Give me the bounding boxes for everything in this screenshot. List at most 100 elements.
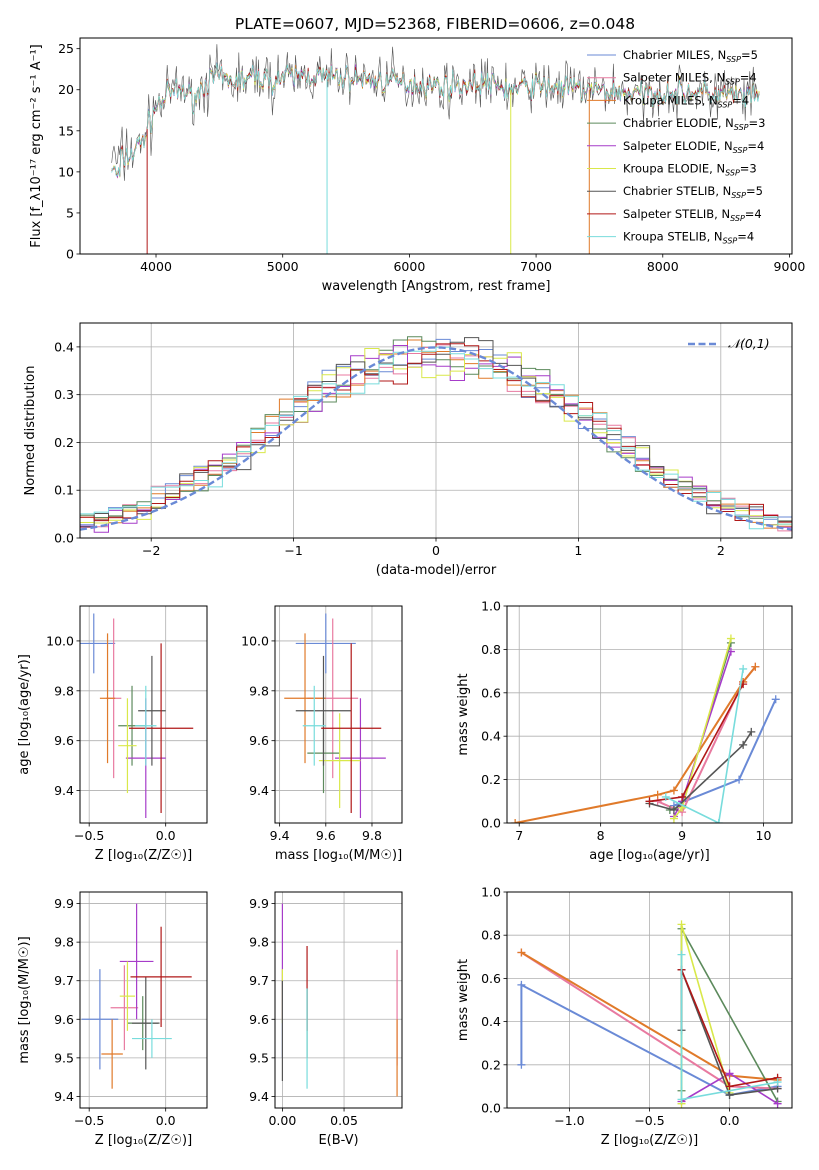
weight-vs-age-ytick-label: 0.4 (481, 729, 501, 744)
mass-vs-z-ytick-label: 9.7 (54, 973, 74, 988)
normal-reference-curve (80, 346, 792, 531)
age-vs-mass-xlabel: mass [log₁₀(M/M☉)] (275, 848, 402, 863)
weight-vs-age-xtick-label: 7 (515, 828, 523, 843)
panel-weight-vs-z: −1.0 −0.5 0.0 0.0 0.2 0.4 0.6 0.8 1.0 Z [log₁₀(Z/… (456, 885, 793, 1148)
weight-vs-age-marker (771, 695, 780, 704)
weight-vs-age-ytick-label: 0.8 (481, 642, 501, 657)
age-vs-mass-ytick-label: 10.0 (241, 633, 269, 648)
weight-vs-z-frame (506, 891, 793, 1109)
residuals-plot-area (80, 323, 792, 538)
histogram-series-9 (80, 346, 792, 530)
legend-entry-5: Salpeter ELODIE, NSSP=4 (623, 139, 764, 155)
residuals-xlabel: (data-model)/error (376, 563, 497, 578)
weight-vs-age-marker (714, 819, 723, 823)
residuals-xtick-label: 2 (717, 543, 725, 558)
legend-entry-2: Salpeter MILES, NSSP=4 (623, 71, 757, 87)
spectrum-frame (79, 37, 793, 255)
legend-entry-8: Salpeter STELIB, NSSP=4 (623, 207, 762, 223)
weight-vs-z-marker (773, 1078, 782, 1087)
weight-vs-age-xtick-label: 9 (678, 828, 686, 843)
mass-vs-z-ytick-label: 9.5 (54, 1050, 74, 1065)
mass-vs-z-ytick-label: 9.9 (54, 896, 74, 911)
age-vs-mass-frame (274, 605, 403, 824)
spectrum-legend: Chabrier MILES, NSSP=5 Salpeter MILES, NS… (587, 48, 765, 246)
weight-vs-age-marker (511, 819, 520, 823)
weight-vs-age-ytick-label: 1.0 (481, 599, 501, 614)
weight-vs-z-xtick-label: −0.5 (634, 1113, 664, 1128)
mass-vs-z-ytick-label: 9.4 (54, 1089, 74, 1104)
age-vs-z-ytick-label: 9.6 (54, 733, 74, 748)
spectrum-xtick-label: 7000 (520, 259, 552, 274)
weight-vs-z-marker (517, 948, 526, 957)
weight-vs-age-series-9 (665, 668, 744, 823)
residuals-ytick-label: 0.3 (54, 387, 74, 402)
age-vs-z-frame (79, 605, 208, 824)
weight-vs-z-ytick-label: 0.2 (481, 1057, 501, 1072)
mass-vs-ebv-ytick-label: 9.6 (249, 1012, 269, 1027)
spectrum-ytick-label: 20 (58, 82, 74, 97)
legend-entry-7: Chabrier STELIB, NSSP=5 (623, 184, 763, 200)
age-vs-mass-ytick-label: 9.8 (249, 683, 269, 698)
residuals-ytick-label: 0.1 (54, 483, 74, 498)
weight-vs-age-marker (661, 792, 670, 801)
age-vs-z-ytick-label: 9.8 (54, 683, 74, 698)
weight-vs-z-marker (773, 1099, 782, 1108)
age-vs-z-ytick-label: 10.0 (46, 633, 74, 648)
residuals-xtick-label: 0 (432, 543, 440, 558)
mass-vs-ebv-ytick-label: 9.8 (249, 935, 269, 950)
weight-vs-age-marker (735, 775, 744, 784)
weight-vs-z-ytick-label: 0.0 (481, 1101, 501, 1116)
weight-vs-age-ylabel: mass weight (456, 673, 471, 755)
mass-vs-ebv-xlabel: E(B-V) (318, 1133, 358, 1148)
mass-vs-z-ylabel: mass [log₁₀(M/M☉)] (17, 936, 32, 1063)
mass-vs-ebv-ytick-label: 9.7 (249, 973, 269, 988)
spectrum-ylabel: Flux [f_λ10⁻¹⁷ erg cm⁻² s⁻¹ A⁻¹] (29, 44, 44, 248)
spectrum-ytick-label: 5 (66, 205, 74, 220)
legend-entry-6: Kroupa ELODIE, NSSP=3 (623, 162, 757, 178)
weight-vs-age-marker (669, 805, 678, 814)
weight-vs-age-frame (506, 605, 793, 824)
weight-vs-age-marker (726, 634, 735, 643)
weight-vs-z-ytick-label: 0.6 (481, 971, 501, 986)
age-vs-mass-xtick-label: 9.4 (270, 828, 290, 843)
spectrum-xtick-label: 8000 (647, 259, 679, 274)
spectrum-ytick-label: 0 (66, 247, 74, 262)
weight-vs-age-plot-area (507, 606, 792, 823)
weight-vs-age-ytick-label: 0.6 (481, 685, 501, 700)
spectrum-plot-area (111, 44, 760, 254)
age-vs-z-xtick-label: −0.5 (74, 828, 104, 843)
histogram-series-7 (80, 337, 792, 528)
weight-vs-age-marker (739, 664, 748, 673)
mass-vs-ebv-ytick-label: 9.9 (249, 896, 269, 911)
age-vs-z-xtick-label: 0.0 (156, 828, 176, 843)
spectrum-ytick-label: 15 (58, 123, 74, 138)
weight-vs-age-series-7 (649, 731, 752, 811)
weight-vs-z-marker (677, 1095, 686, 1104)
weight-vs-z-ytick-label: 0.4 (481, 1014, 501, 1029)
mass-vs-ebv-plot-area (275, 892, 402, 1108)
weight-vs-age-xtick-label: 8 (597, 828, 605, 843)
mass-vs-z-xlabel: Z [log₁₀(Z/Z☉)] (95, 1133, 192, 1148)
residuals-ytick-label: 0.4 (54, 339, 74, 354)
mass-vs-ebv-xtick-label: 0.05 (330, 1113, 358, 1128)
spectrum-ytick-label: 10 (58, 164, 74, 179)
weight-vs-age-marker (739, 740, 748, 749)
legend-entry-4: Chabrier ELODIE, NSSP=3 (623, 116, 765, 132)
weight-vs-z-marker (677, 950, 686, 959)
weight-vs-z-ytick-label: 0.8 (481, 928, 501, 943)
weight-vs-age-marker (726, 647, 735, 656)
mass-vs-ebv-ytick-label: 9.4 (249, 1089, 269, 1104)
age-vs-mass-plot-area (275, 606, 402, 823)
spectrum-xtick-label: 6000 (393, 259, 425, 274)
age-vs-mass-ytick-label: 9.6 (249, 733, 269, 748)
weight-vs-age-ytick-label: 0.0 (481, 816, 501, 831)
mass-vs-z-xtick-label: 0.0 (156, 1113, 176, 1128)
mass-vs-ebv-ytick-label: 9.5 (249, 1050, 269, 1065)
panel-weight-vs-age: 7 8 9 10 0.0 0.2 0.4 0.6 0.8 1.0 age [log₁₀(age/yr… (456, 599, 793, 863)
weight-vs-z-marker (725, 1091, 734, 1100)
mass-vs-ebv-xtick-label: 0.00 (268, 1113, 296, 1128)
weight-vs-z-plot-area (507, 892, 792, 1108)
residuals-frame (79, 322, 793, 539)
weight-vs-age-marker (645, 797, 654, 806)
